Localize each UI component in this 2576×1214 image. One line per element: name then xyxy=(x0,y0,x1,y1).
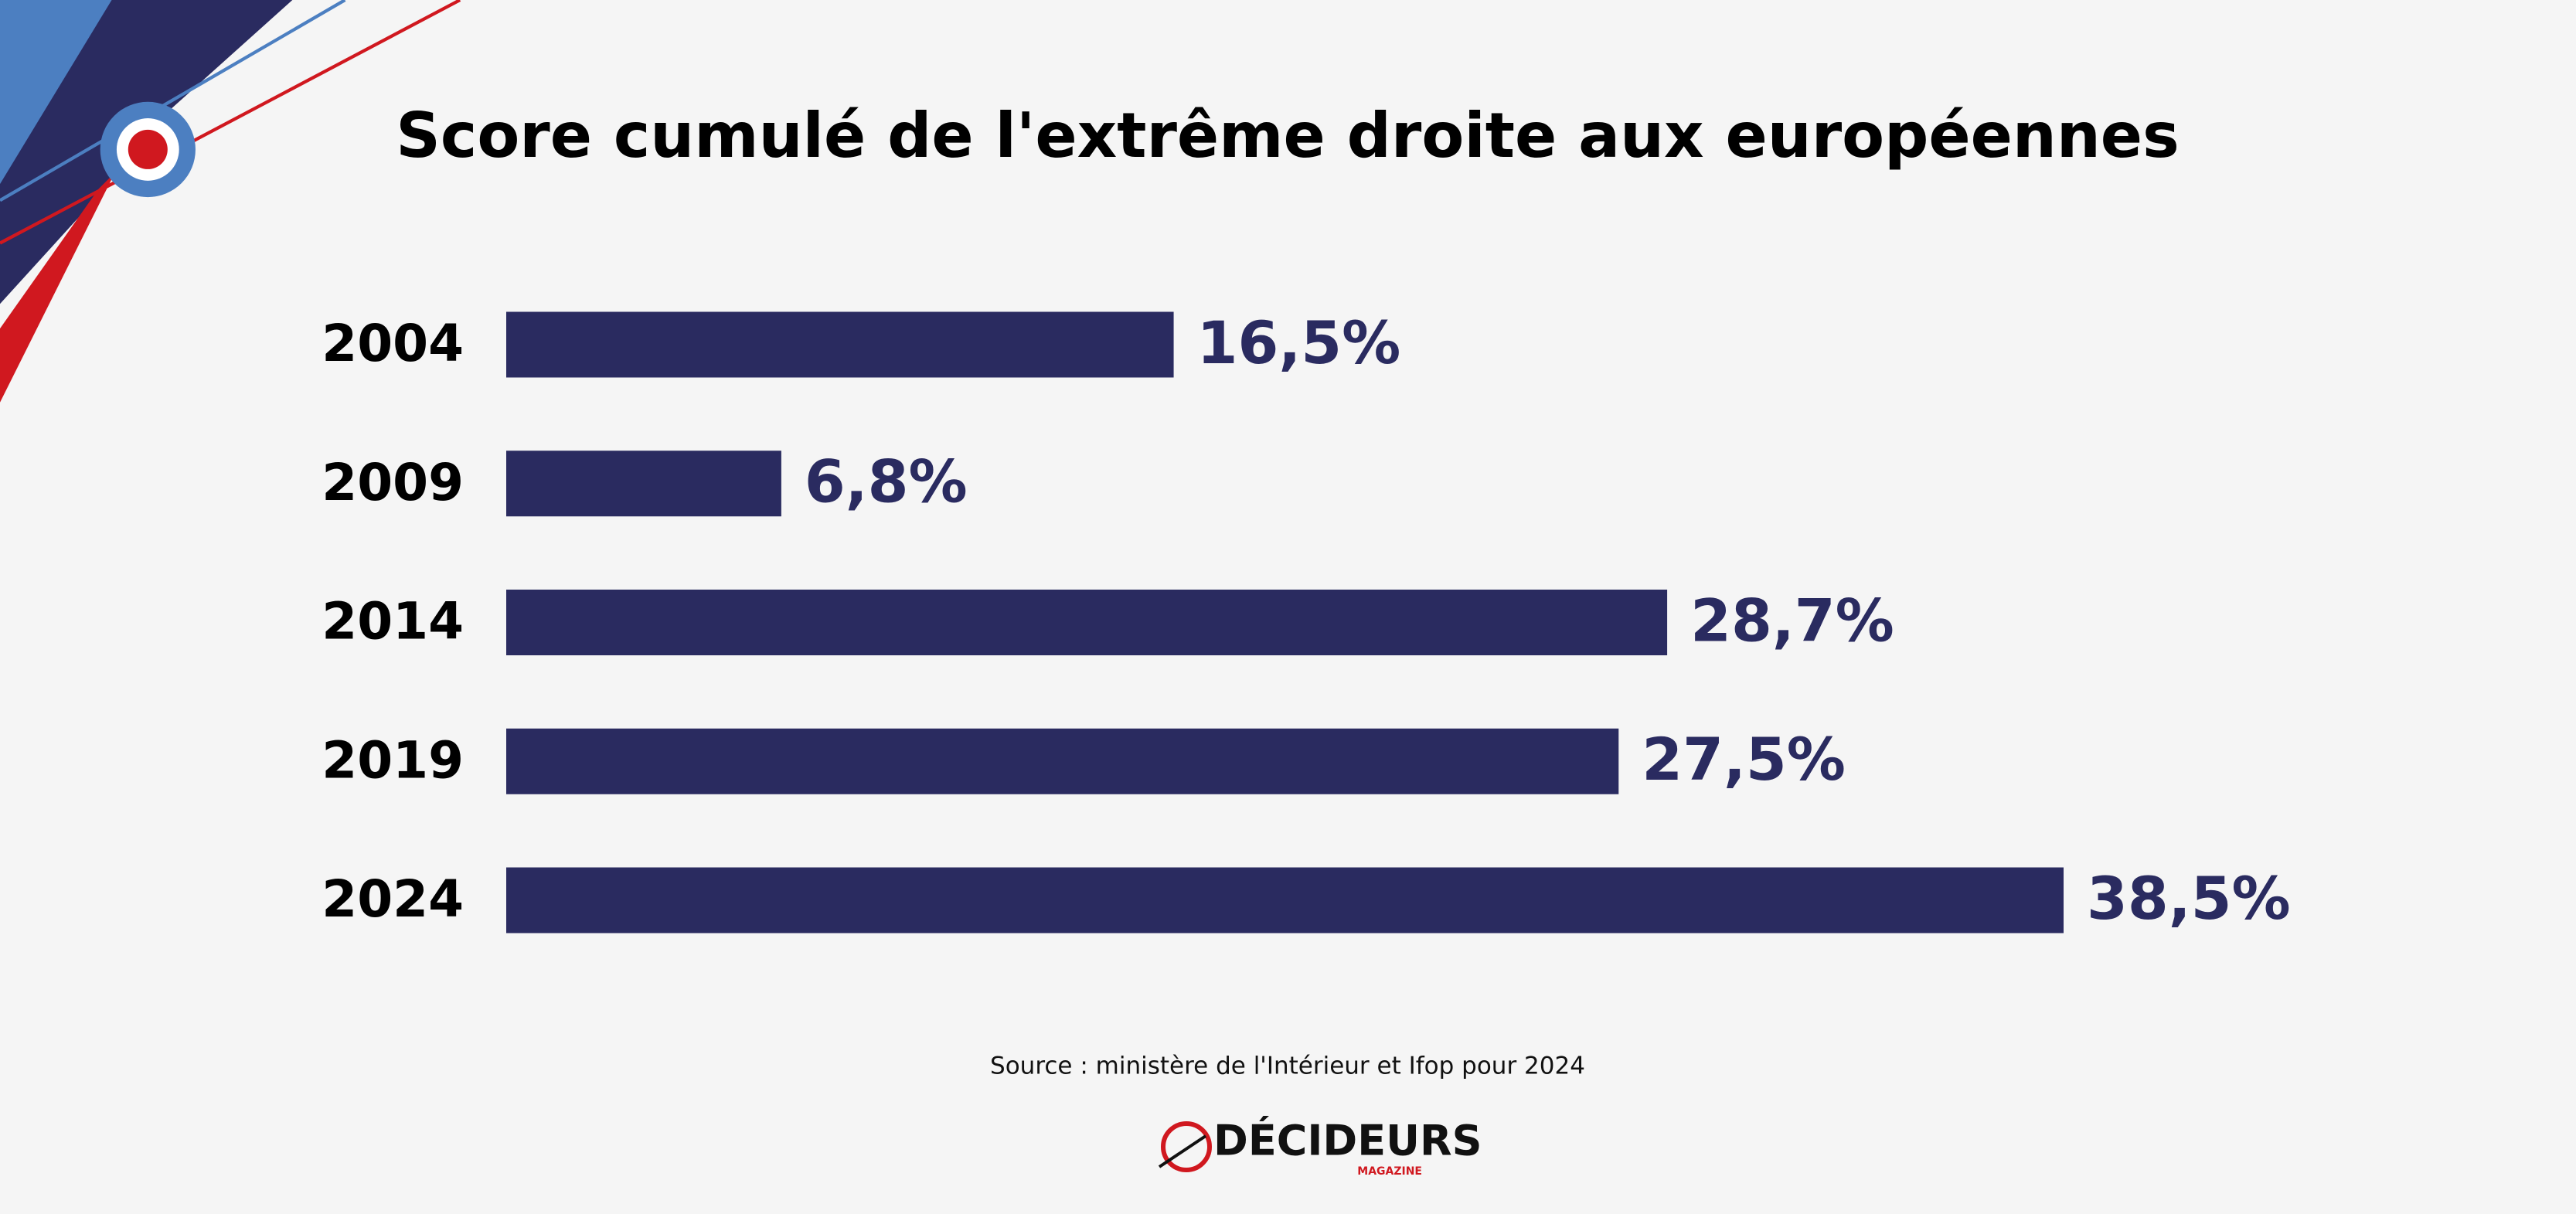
category-label: 2014 xyxy=(322,592,464,651)
bar xyxy=(506,590,1668,655)
bar xyxy=(506,311,1174,378)
logo-icon xyxy=(1158,1134,1207,1168)
logo-icon xyxy=(1161,1121,1212,1172)
value-label: 16,5% xyxy=(1197,308,1401,377)
brand-logo: DÉCIDEURS MAGAZINE xyxy=(1158,1117,1482,1178)
category-label: 2024 xyxy=(322,869,464,929)
category-label: 2009 xyxy=(322,453,464,512)
bar xyxy=(506,867,2064,933)
category-label: 2004 xyxy=(322,314,464,373)
source-note: Source : ministère de l'Intérieur et Ifo… xyxy=(990,1052,1585,1080)
brand-name: DÉCIDEURS xyxy=(1213,1117,1482,1165)
chart-title: Score cumulé de l'extrême droite aux eur… xyxy=(396,100,2179,172)
value-label: 38,5% xyxy=(2087,864,2291,933)
bar xyxy=(506,728,1619,794)
brand-sub: MAGAZINE xyxy=(1357,1165,1422,1178)
bar xyxy=(506,451,781,517)
value-label: 28,7% xyxy=(1690,586,1894,655)
category-label: 2019 xyxy=(322,730,464,790)
value-label: 27,5% xyxy=(1642,725,1846,794)
value-label: 6,8% xyxy=(805,447,968,516)
